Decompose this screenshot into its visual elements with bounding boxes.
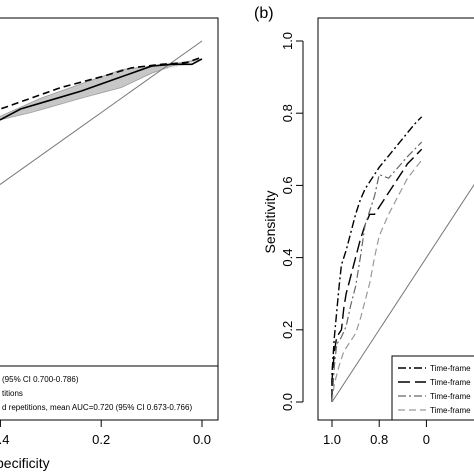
panel-a-ci-band-area <box>0 58 203 121</box>
panel-b-y-tick-label: 0.8 <box>280 104 295 122</box>
panel-a-legend-line-3: d repetitions, mean AUC=0.720 (95% CI 0.… <box>2 403 192 412</box>
panel-a-repetition-line <box>0 58 203 119</box>
panel-b-series-4 <box>331 159 423 403</box>
panel-b-diagonal <box>331 183 474 403</box>
panel-a-reference-line <box>0 40 203 186</box>
panel-a-series-2 <box>0 58 203 121</box>
panel-b-legend-box <box>391 355 474 421</box>
panel-b-legend-label: Time-frame <box>430 392 471 401</box>
panel-a-ci-band <box>0 58 203 121</box>
panel-b-y-tick-label: 0.6 <box>280 176 295 194</box>
panel-a-legend-line-1: (95% CI 0.700-0.786) <box>2 375 79 384</box>
panel-b-series <box>331 116 423 403</box>
panel-b-x-axis: 1.0 0.8 0 <box>323 419 474 447</box>
panel-b-reference-line <box>331 183 474 403</box>
panel-a-legend: (95% CI 0.700-0.786) titions d repetitio… <box>0 365 219 421</box>
panel-b-y-tick-label: 0.2 <box>280 321 295 339</box>
panel-b-series-3 <box>331 141 423 403</box>
panel-a-legend-line-2: titions <box>2 389 23 398</box>
panel-a-repetition-line <box>0 58 203 120</box>
panel-b-x-tick-label: 0.8 <box>370 432 388 447</box>
panel-a-repetition-line <box>0 58 203 120</box>
panel-a-series-1 <box>0 56 203 111</box>
panel-a-x-tick-label: 0.0 <box>193 432 211 447</box>
panel-a: 0.4 0.2 0.0 pecificity (95% CI 0.700-0.786… <box>0 17 219 471</box>
panel-b-y-tick-label: 0.4 <box>280 249 295 267</box>
panel-b-legend-label: Time-frame <box>430 406 471 415</box>
panel-b-series-1 <box>331 116 423 402</box>
panel-a-diagonal <box>0 40 203 186</box>
panel-b-y-axis: 0.0 0.2 0.4 0.6 0.8 1.0 <box>280 32 304 411</box>
panel-b-x-tick-label: 1.0 <box>323 432 341 447</box>
panel-b-label: (b) <box>254 5 274 22</box>
panel-a-x-tick-label: 0.4 <box>0 432 9 447</box>
panel-b-x-tick-label: 0 <box>423 432 430 447</box>
panel-a-series <box>0 56 203 121</box>
panel-a-legend-box <box>0 365 219 421</box>
panel-b-series-2 <box>331 148 423 402</box>
panel-a-x-tick-label: 0.2 <box>92 432 110 447</box>
panel-b-legend: Time-frame Time-frame Time-frame Time-frame <box>391 355 474 421</box>
panel-b-y-tick-label: 1.0 <box>280 32 295 50</box>
panel-b-legend-label: Time-frame <box>430 378 471 387</box>
panel-a-x-axis: 0.4 0.2 0.0 <box>0 419 211 447</box>
panel-b-y-tick-label: 0.0 <box>280 393 295 411</box>
panel-a-x-axis-label: pecificity <box>0 455 50 471</box>
panel-b: (b) 0.0 0.2 0.4 0.6 0.8 1.0 1.0 0.8 0 Sensitivi… <box>254 5 474 447</box>
panel-b-legend-label: Time-frame <box>430 364 471 373</box>
panel-b-y-axis-label: Sensitivity <box>262 190 278 253</box>
